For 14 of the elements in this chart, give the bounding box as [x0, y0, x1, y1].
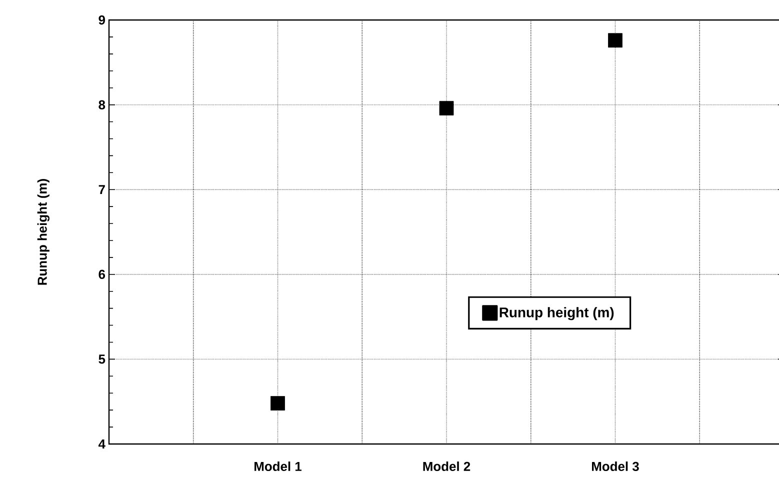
y-tick-label: 5 — [98, 354, 106, 364]
point — [608, 33, 622, 48]
point — [270, 396, 285, 410]
y-tick-label: 9 — [98, 15, 105, 25]
legend-label: Runup height (m) — [500, 307, 614, 320]
y-tick-label: 6 — [98, 270, 106, 279]
x-tick-label: Model 3 — [592, 462, 639, 472]
y-axis-title: Runup height (m) — [37, 179, 50, 285]
x-tick-label: Model 1 — [254, 462, 302, 472]
y-tick-label: 8 — [98, 100, 106, 110]
y-tick-label: 7 — [98, 185, 105, 194]
y-tick-label: 4 — [98, 440, 106, 448]
x-tick-label: Model 2 — [423, 462, 470, 472]
point — [439, 100, 454, 116]
